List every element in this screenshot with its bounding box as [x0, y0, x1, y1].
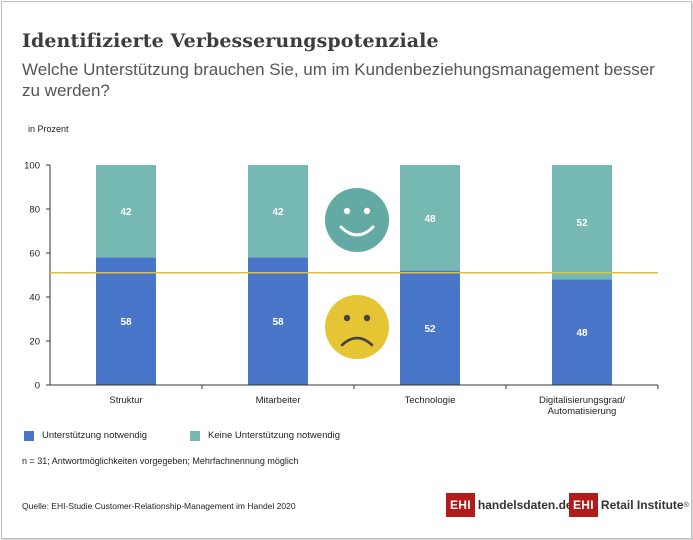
- sad-smiley-eye: [343, 314, 351, 322]
- bar-segment: [96, 165, 156, 258]
- source-text: Quelle: EHI-Studie Customer-Relationship…: [22, 501, 296, 511]
- y-tick-label: 60: [29, 249, 40, 260]
- logo-text: Retail Institute: [600, 498, 684, 512]
- x-tick-label: Struktur: [109, 395, 142, 406]
- logo-handelsdaten: EHI handelsdaten.de: [446, 493, 573, 517]
- legend-label: Keine Unterstützung notwendig: [208, 430, 341, 441]
- bar-segment: [400, 270, 460, 385]
- bar-value-label: 48: [424, 214, 436, 225]
- happy-smiley-eye: [363, 207, 371, 215]
- logo-retail-institute: EHI Retail Institute ®: [569, 493, 689, 517]
- y-tick-label: 80: [29, 205, 40, 216]
- bar-segment: [552, 165, 612, 280]
- bar-value-label: 42: [272, 207, 284, 218]
- logo-text: handelsdaten.de: [477, 498, 573, 512]
- legend-swatch-blue: [24, 430, 34, 441]
- happy-smiley-icon: [325, 188, 389, 252]
- x-tick-label: Mitarbeiter: [256, 395, 301, 406]
- bar-segment: [96, 257, 156, 385]
- bar-value-label: 42: [120, 207, 132, 218]
- sad-smiley-eye: [363, 314, 371, 322]
- y-tick-label: 40: [29, 293, 40, 304]
- sad-smiley-icon: [325, 295, 389, 359]
- bar-segment: [248, 257, 308, 385]
- bar-value-label: 52: [576, 218, 588, 229]
- bar-segment: [400, 165, 460, 271]
- y-tick-label: 20: [29, 337, 40, 348]
- ehi-logo-box: EHI: [446, 493, 475, 517]
- unit-label: in Prozent: [28, 124, 69, 134]
- y-tick-label: 0: [35, 381, 40, 392]
- x-tick-label: Technologie: [405, 395, 456, 406]
- sad-smiley-mouth: [340, 336, 374, 347]
- bar-value-label: 52: [424, 324, 436, 335]
- legend-item-no-support-needed: Keine Unterstützung notwendig: [190, 430, 340, 441]
- happy-smiley-eye: [343, 207, 351, 215]
- bar-segment: [552, 279, 612, 385]
- y-tick-label: 100: [24, 161, 40, 172]
- sample-note: n = 31; Antwortmöglichkeiten vorgegeben;…: [22, 456, 299, 466]
- x-tick-label: Digitalisierungsgrad/: [539, 395, 625, 406]
- bar-value-label: 48: [576, 328, 588, 339]
- happy-smiley-mouth: [339, 225, 375, 237]
- bar-value-label: 58: [272, 317, 284, 328]
- x-tick-label: Automatisierung: [548, 406, 617, 417]
- chart-subtitle: Welche Unterstützung brauchen Sie, um im…: [22, 60, 655, 100]
- bar-segment: [248, 165, 308, 258]
- legend-label: Unterstützung notwendig: [42, 430, 148, 441]
- chart-title: Identifizierte Verbesserungspotenziale: [22, 30, 439, 52]
- registered-mark: ®: [683, 501, 689, 509]
- ehi-logo-box: EHI: [569, 493, 598, 517]
- legend-item-support-needed: Unterstützung notwendig: [24, 430, 147, 441]
- legend-swatch-teal: [190, 430, 200, 441]
- bar-value-label: 58: [120, 317, 132, 328]
